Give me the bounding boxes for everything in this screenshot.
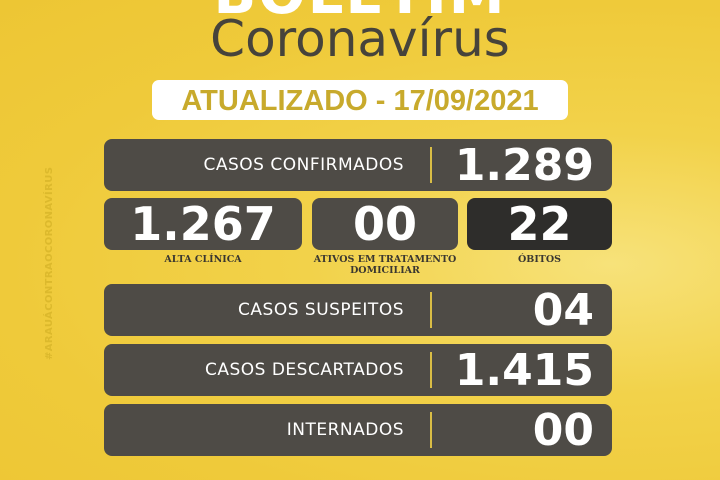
hospitalized-value: 00 (532, 404, 594, 456)
hospitalized-label: INTERNADOS (286, 420, 404, 440)
deaths-label: ÓBITOS (518, 254, 561, 265)
divider (430, 292, 432, 328)
active-home-treatment-value: 00 (352, 197, 417, 251)
page-title: Coronavírus (210, 10, 510, 68)
bulletin-heading: BOLETIM (0, 0, 720, 27)
active-home-treatment-label: ATIVOS EM TRATAMENTO DOMICILIAR (313, 254, 457, 276)
suspected-cases-value: 04 (532, 284, 594, 336)
active-home-treatment-box: 00 (312, 197, 458, 251)
clinical-discharge-label: ALTA CLÍNICA (164, 254, 242, 265)
divider (430, 147, 432, 183)
divider (430, 352, 432, 388)
confirmed-cases-label: CASOS CONFIRMADOS (203, 155, 404, 175)
divider (430, 412, 432, 448)
discarded-cases-label: CASOS DESCARTADOS (204, 360, 404, 380)
clinical-discharge-box: 1.267 (104, 197, 302, 251)
hashtag-text: #ARAUÁCONTRAOCORONAVÍRUS (44, 166, 55, 360)
clinical-discharge-value: 1.267 (130, 197, 276, 251)
discarded-cases-value: 1.415 (454, 344, 594, 396)
updated-date-badge: ATUALIZADO - 17/09/2021 (152, 80, 568, 120)
suspected-cases-box: CASOS SUSPEITOS 04 (104, 284, 612, 336)
deaths-value: 22 (507, 197, 572, 251)
discarded-cases-box: CASOS DESCARTADOS 1.415 (104, 344, 612, 396)
suspected-cases-label: CASOS SUSPEITOS (238, 300, 404, 320)
deaths-box: 22 (467, 197, 612, 251)
hospitalized-box: INTERNADOS 00 (104, 404, 612, 456)
confirmed-cases-box: CASOS CONFIRMADOS 1.289 (104, 139, 612, 191)
confirmed-cases-value: 1.289 (454, 139, 594, 191)
